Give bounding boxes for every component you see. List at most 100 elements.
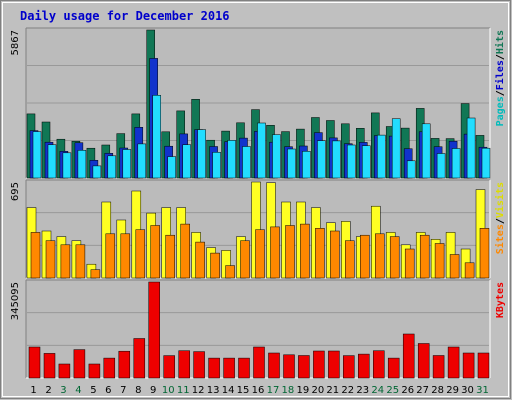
bar-sites-day-9 xyxy=(150,225,160,279)
x-tick-label: 8 xyxy=(135,385,141,396)
bar-pages-day-26 xyxy=(406,160,416,179)
bar-pages-day-6 xyxy=(107,155,117,179)
bar-pages-day-9 xyxy=(152,95,161,179)
bar-pages-day-8 xyxy=(137,143,147,179)
x-tick-label: 2 xyxy=(45,385,51,396)
bar-kbytes-day-29 xyxy=(447,346,460,379)
series-sites xyxy=(30,223,490,279)
x-tick-label: 15 xyxy=(237,385,250,396)
y-axis-max-label: 345095 xyxy=(10,282,21,320)
bar-kbytes-day-6 xyxy=(103,357,116,379)
legend-entry: / xyxy=(495,90,506,96)
bar-sites-day-14 xyxy=(225,265,235,279)
bar-sites-day-10 xyxy=(165,234,175,279)
bar-sites-day-24 xyxy=(375,233,385,279)
x-tick-label: 25 xyxy=(386,385,399,396)
bar-sites-day-21 xyxy=(330,230,340,279)
bar-pages-day-4 xyxy=(77,150,87,179)
bar-pages-day-7 xyxy=(122,149,132,179)
bar-sites-day-25 xyxy=(389,236,400,279)
legend-entry: Sites xyxy=(494,224,506,254)
bar-sites-day-4 xyxy=(75,244,86,279)
x-tick-label: 26 xyxy=(401,385,414,396)
x-tick-label: 30 xyxy=(461,385,474,396)
bar-kbytes-day-11 xyxy=(178,350,190,379)
bar-pages-day-15 xyxy=(242,146,251,179)
bar-sites-day-3 xyxy=(60,244,71,279)
bar-kbytes-day-3 xyxy=(58,363,71,379)
bar-kbytes-day-7 xyxy=(118,350,131,379)
bar-kbytes-day-1 xyxy=(28,346,41,379)
x-tick-label: 4 xyxy=(75,385,81,396)
bar-kbytes-day-12 xyxy=(193,351,205,379)
legend-entry: / xyxy=(495,218,506,224)
bar-pages-day-2 xyxy=(47,144,57,179)
x-tick-label: 23 xyxy=(356,385,369,396)
x-tick-label: 13 xyxy=(207,385,220,396)
bar-pages-day-23 xyxy=(362,145,371,179)
panel-hits_files_pages: 5867 Pages/Files/Hits xyxy=(10,27,506,179)
bar-pages-day-10 xyxy=(167,156,176,179)
x-tick-label: 12 xyxy=(192,385,205,396)
bar-kbytes-day-9 xyxy=(148,281,160,379)
x-tick-label: 24 xyxy=(371,385,384,396)
legend-visits_sites: Sites/Visits xyxy=(494,182,506,254)
legend-hits_files_pages: Pages/Files/Hits xyxy=(494,30,506,126)
bar-sites-day-30 xyxy=(464,262,475,279)
bar-kbytes-day-24 xyxy=(373,350,385,379)
legend-entry: / xyxy=(495,54,506,60)
panel-kbytes: 345095 KBytes xyxy=(10,279,506,379)
bar-pages-day-30 xyxy=(466,117,476,179)
legend-entry: KBytes xyxy=(495,282,506,318)
bar-sites-day-13 xyxy=(210,252,220,279)
bar-pages-day-12 xyxy=(197,129,206,179)
bar-sites-day-31 xyxy=(479,228,490,279)
bar-kbytes-day-10 xyxy=(163,355,175,379)
x-tick-label: 11 xyxy=(177,385,190,396)
bar-kbytes-day-25 xyxy=(387,357,400,379)
bar-kbytes-day-31 xyxy=(477,352,490,379)
bar-sites-day-1 xyxy=(30,232,41,279)
legend-kbytes: KBytes xyxy=(495,282,506,318)
bar-sites-day-11 xyxy=(180,223,190,279)
bar-kbytes-day-15 xyxy=(238,357,250,379)
bar-pages-day-28 xyxy=(436,153,446,179)
bar-sites-day-28 xyxy=(434,243,445,279)
x-tick-label: 6 xyxy=(105,385,111,396)
bar-kbytes-day-20 xyxy=(313,350,325,379)
bar-kbytes-day-2 xyxy=(43,353,56,379)
x-tick-label: 31 xyxy=(476,385,489,396)
x-tick-label: 27 xyxy=(416,385,429,396)
bar-kbytes-day-18 xyxy=(283,354,295,379)
bar-sites-day-17 xyxy=(270,226,280,279)
bar-sites-day-12 xyxy=(195,241,205,279)
x-tick-label: 10 xyxy=(162,385,175,396)
bar-pages-day-13 xyxy=(212,152,221,179)
bar-kbytes-day-22 xyxy=(343,355,355,379)
bar-sites-day-23 xyxy=(360,234,370,279)
bar-kbytes-day-14 xyxy=(223,357,235,379)
x-tick-label: 7 xyxy=(120,385,126,396)
bar-sites-day-15 xyxy=(240,240,250,279)
x-tick-label: 19 xyxy=(297,385,310,396)
x-tick-label: 9 xyxy=(150,385,156,396)
bar-kbytes-day-5 xyxy=(88,363,101,379)
bar-sites-day-8 xyxy=(135,229,146,279)
bar-sites-day-29 xyxy=(449,254,460,279)
bar-sites-day-27 xyxy=(419,234,430,279)
y-axis-max-label: 5867 xyxy=(10,30,21,55)
bar-pages-day-27 xyxy=(421,123,431,179)
bar-kbytes-day-19 xyxy=(298,355,310,379)
x-tick-label: 14 xyxy=(222,385,235,396)
bar-kbytes-day-4 xyxy=(73,349,86,379)
x-tick-label: 21 xyxy=(326,385,339,396)
bar-pages-day-29 xyxy=(451,148,461,179)
legend-entry: Pages xyxy=(495,96,506,126)
bar-kbytes-day-13 xyxy=(208,357,220,379)
bar-kbytes-day-27 xyxy=(417,343,430,379)
frame-inner-border xyxy=(2,2,509,397)
bar-pages-day-11 xyxy=(182,144,191,179)
bar-pages-day-31 xyxy=(481,147,491,179)
